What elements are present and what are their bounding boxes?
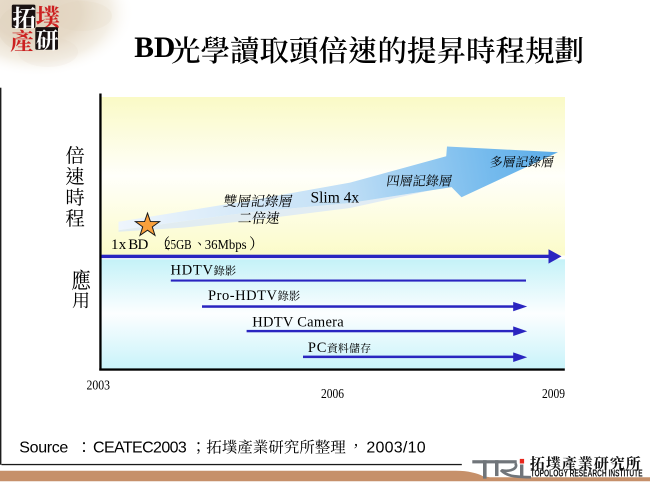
svg-text:Source: Source [19,440,68,457]
svg-text:25GB: 25GB [165,238,192,253]
svg-text:2003: 2003 [87,379,111,394]
svg-text:Slim 4x: Slim 4x [311,190,360,207]
svg-text:CEATEC2003: CEATEC2003 [93,440,187,457]
svg-text:BD: BD [128,237,148,253]
svg-text:TOPOLOGY RESEARCH INSTITUTE: TOPOLOGY RESEARCH INSTITUTE [531,469,643,480]
svg-text:1x: 1x [111,237,127,253]
svg-text:2009: 2009 [542,387,565,402]
svg-text:2006: 2006 [321,387,344,402]
svg-text:2003/10: 2003/10 [366,440,425,457]
svg-text:HDTV Camera: HDTV Camera [252,315,344,331]
svg-text:BD: BD [134,32,175,64]
svg-text:36Mbps: 36Mbps [205,238,247,253]
svg-text:HDTV: HDTV [171,263,214,279]
svg-text:Pro-HDTV: Pro-HDTV [208,288,278,304]
svg-text:PC: PC [308,340,327,356]
